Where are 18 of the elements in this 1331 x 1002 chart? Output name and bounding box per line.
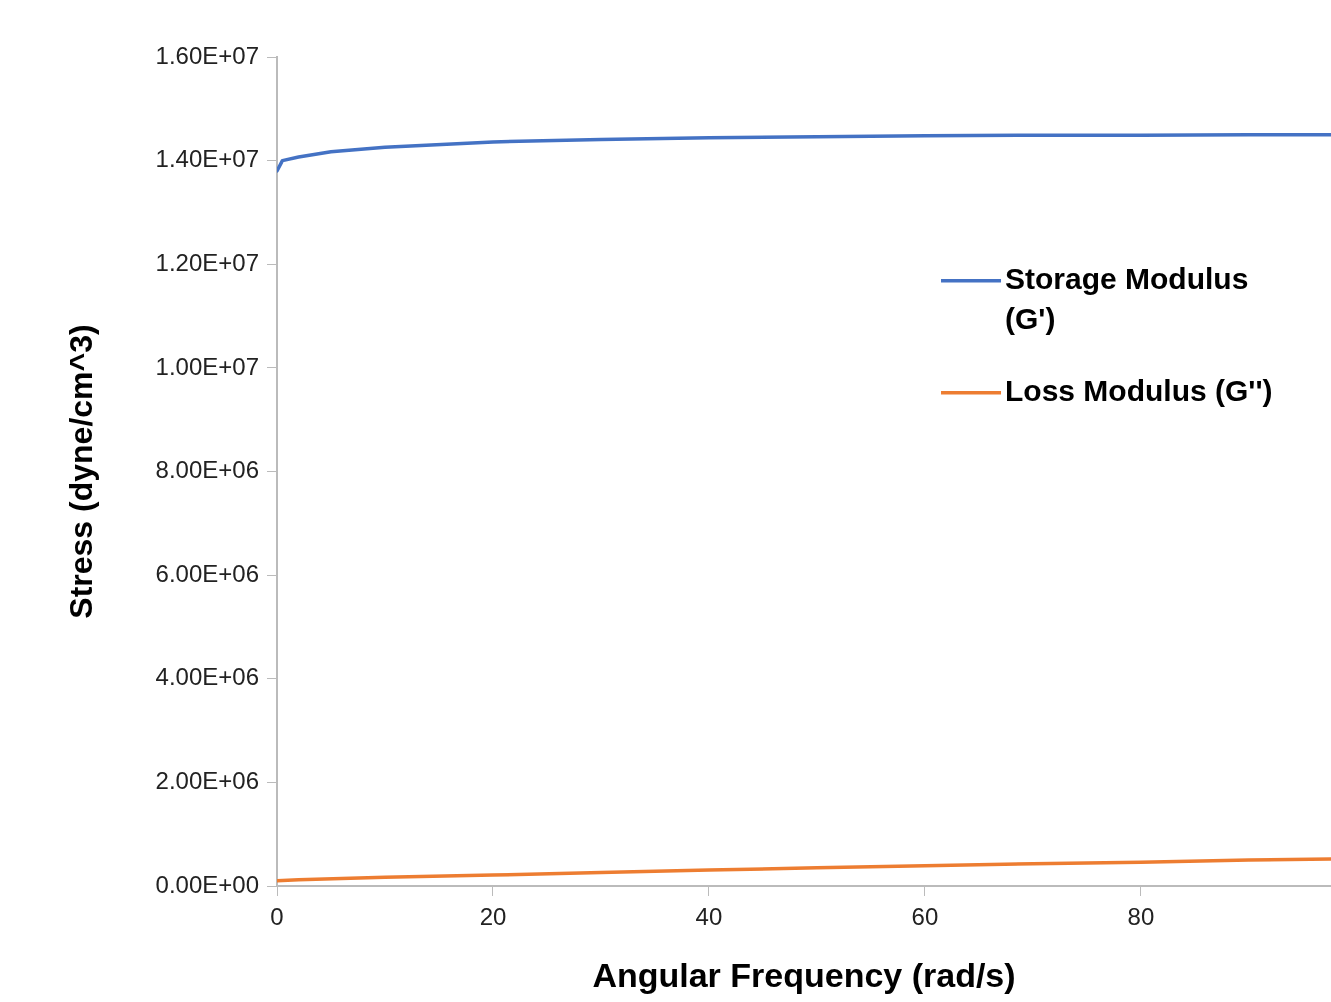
y-tick-label: 1.00E+07 (155, 352, 259, 380)
y-tick-label: 6.00E+06 (155, 559, 259, 587)
y-tick-label: 1.20E+07 (155, 248, 259, 276)
y-tick-label: 1.60E+07 (155, 41, 259, 69)
y-tick-label: 0.00E+00 (155, 870, 259, 898)
x-tick-label: 20 (479, 903, 507, 931)
legend-label: Loss Modulus (G'') (1005, 374, 1273, 408)
y-tick-label: 4.00E+06 (155, 663, 259, 691)
y-tick-label: 1.40E+07 (155, 145, 259, 173)
legend-label: Storage Modulus (G') (1005, 262, 1249, 336)
y-axis-title: Stress (dyne/cm^3) (63, 324, 100, 619)
x-tick-label: 60 (911, 903, 939, 931)
x-axis-title: Angular Frequency (rad/s) (592, 955, 1016, 994)
x-tick-label: 0 (270, 903, 284, 931)
y-tick-label: 8.00E+06 (155, 456, 259, 484)
x-tick-label: 80 (1127, 903, 1155, 931)
x-tick-label: 40 (695, 903, 723, 931)
y-tick-label: 2.00E+06 (155, 767, 259, 794)
